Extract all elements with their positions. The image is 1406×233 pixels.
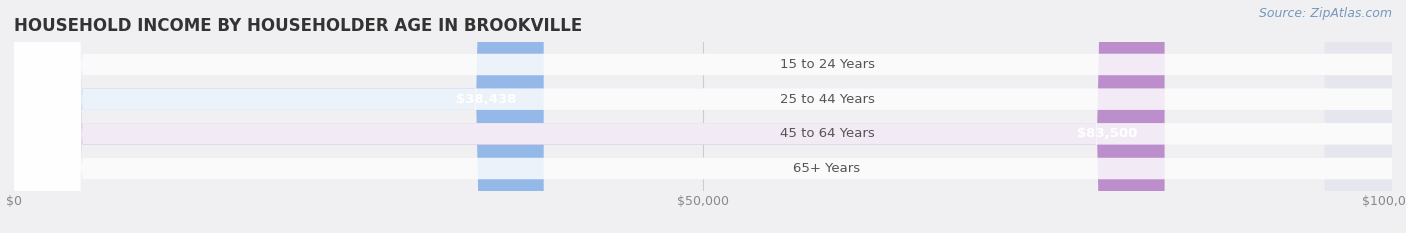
Text: Source: ZipAtlas.com: Source: ZipAtlas.com (1258, 7, 1392, 20)
FancyBboxPatch shape (14, 0, 1164, 233)
FancyBboxPatch shape (14, 0, 1392, 233)
Text: 45 to 64 Years: 45 to 64 Years (780, 127, 875, 140)
Text: 25 to 44 Years: 25 to 44 Years (779, 93, 875, 106)
Text: HOUSEHOLD INCOME BY HOUSEHOLDER AGE IN BROOKVILLE: HOUSEHOLD INCOME BY HOUSEHOLDER AGE IN B… (14, 17, 582, 35)
FancyBboxPatch shape (14, 0, 1392, 233)
FancyBboxPatch shape (14, 0, 1406, 233)
Text: 65+ Years: 65+ Years (793, 162, 860, 175)
FancyBboxPatch shape (14, 0, 544, 233)
FancyBboxPatch shape (14, 0, 1392, 233)
FancyBboxPatch shape (14, 0, 1406, 233)
Text: $83,500: $83,500 (1077, 127, 1137, 140)
FancyBboxPatch shape (14, 0, 1406, 233)
Text: $38,438: $38,438 (456, 93, 516, 106)
FancyBboxPatch shape (14, 0, 1406, 233)
Text: 15 to 24 Years: 15 to 24 Years (779, 58, 875, 71)
FancyBboxPatch shape (14, 0, 1392, 233)
